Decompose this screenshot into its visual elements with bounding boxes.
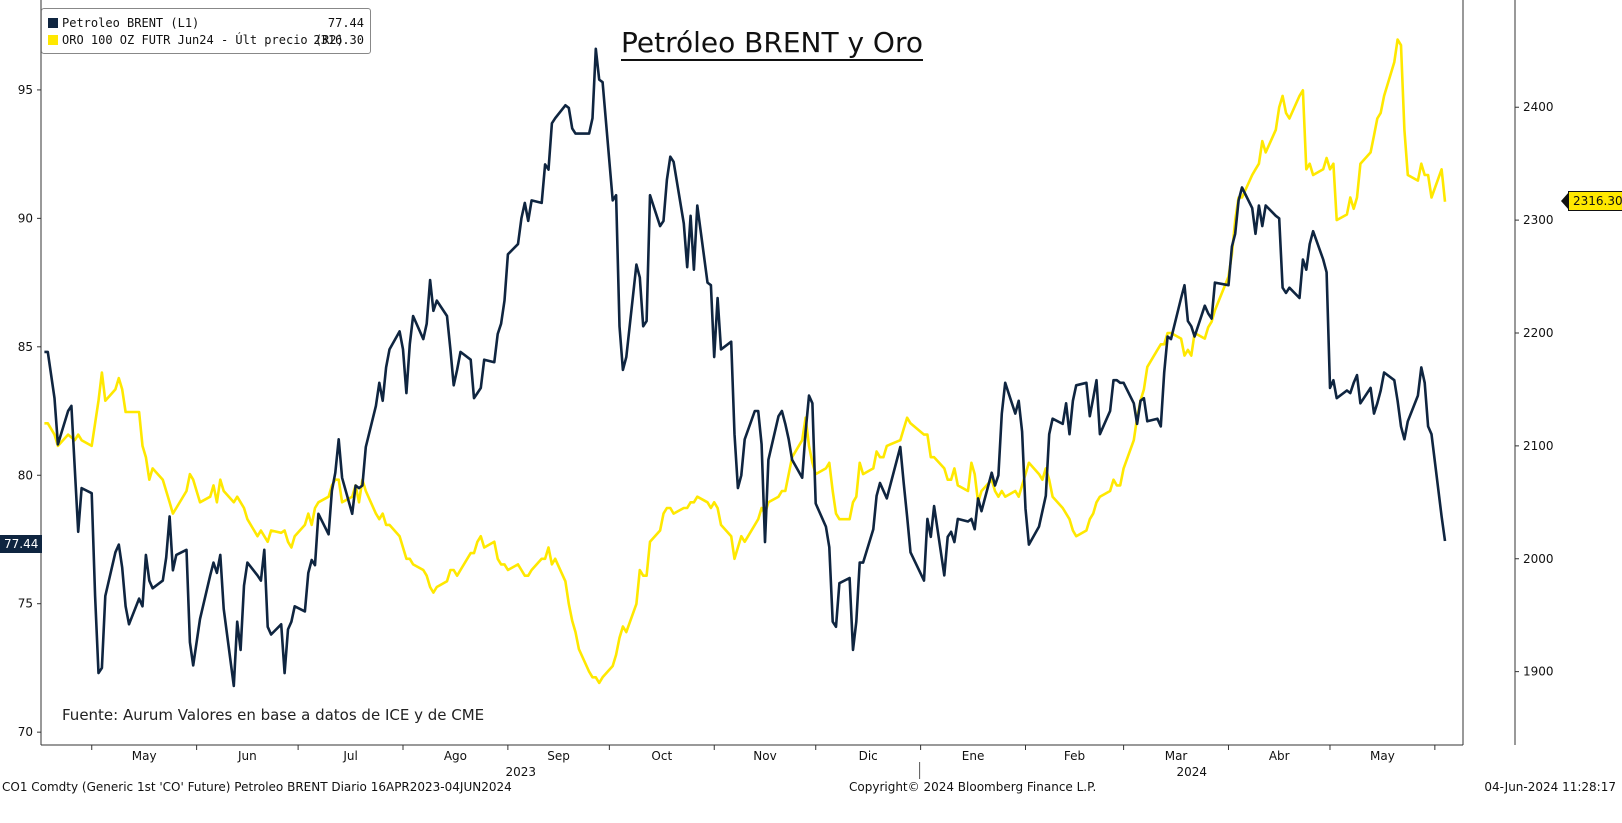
right-axis-tick-label: 1900 bbox=[1523, 665, 1554, 679]
legend-swatch-gold bbox=[48, 35, 58, 45]
source-note: Fuente: Aurum Valores en base a datos de… bbox=[62, 706, 485, 724]
last-value-badge-brent: 77.44 bbox=[0, 535, 43, 553]
left-axis-tick-label: 95 bbox=[18, 83, 33, 97]
month-label: Ene bbox=[962, 749, 985, 763]
footer-right: 04-Jun-2024 11:28:17 bbox=[1484, 780, 1616, 794]
series-line-gold bbox=[44, 38, 1447, 685]
month-label: May bbox=[132, 749, 157, 763]
left-axis-tick-label: 85 bbox=[18, 340, 33, 354]
month-label: Dic bbox=[859, 749, 878, 763]
left-axis-tick-label: 90 bbox=[18, 211, 33, 225]
right-axis-tick-label: 2000 bbox=[1523, 552, 1554, 566]
month-label: Mar bbox=[1165, 749, 1188, 763]
chart-title-text: Petróleo BRENT y Oro bbox=[621, 26, 923, 61]
left-axis-tick-label: 70 bbox=[18, 725, 33, 739]
month-label: Abr bbox=[1269, 749, 1290, 763]
right-axis-tick-label: 2300 bbox=[1523, 213, 1554, 227]
right-axis-tick-label: 2100 bbox=[1523, 439, 1554, 453]
legend-value-brent: 77.44 bbox=[327, 16, 364, 30]
legend-label-brent: Petroleo BRENT (L1) bbox=[62, 16, 200, 30]
left-axis-tick-label: 75 bbox=[18, 597, 33, 611]
month-label: Feb bbox=[1064, 749, 1085, 763]
month-label: Jun bbox=[237, 749, 257, 763]
right-axis-tick-label: 2400 bbox=[1523, 100, 1554, 114]
series-line-brent bbox=[44, 47, 1447, 688]
month-label: Jul bbox=[342, 749, 357, 763]
legend-item-brent: Petroleo BRENT (L1) 77.44 bbox=[48, 14, 364, 32]
month-label: Oct bbox=[651, 749, 672, 763]
left-axis-tick-label: 80 bbox=[18, 468, 33, 482]
legend-item-gold: ORO 100 OZ FUTR Jun24 - Últ precio (R2) … bbox=[48, 31, 364, 49]
legend-label-gold: ORO 100 OZ FUTR Jun24 - Últ precio (R2) bbox=[62, 33, 344, 47]
month-label: May bbox=[1370, 749, 1395, 763]
year-label-2024: 2024 bbox=[1177, 765, 1208, 779]
month-label: Sep bbox=[547, 749, 570, 763]
legend: Petroleo BRENT (L1) 77.44 ORO 100 OZ FUT… bbox=[41, 8, 371, 54]
year-label-2023: 2023 bbox=[506, 765, 537, 779]
month-label: Nov bbox=[753, 749, 776, 763]
footer-center: Copyright© 2024 Bloomberg Finance L.P. bbox=[849, 780, 1097, 794]
legend-swatch-brent bbox=[48, 18, 58, 28]
footer-left: CO1 Comdty (Generic 1st 'CO' Future) Pet… bbox=[2, 780, 512, 794]
chart-title: Petróleo BRENT y Oro bbox=[0, 26, 1544, 61]
legend-value-gold: 2316.30 bbox=[313, 33, 364, 47]
right-axis-tick-label: 2200 bbox=[1523, 326, 1554, 340]
month-label: Ago bbox=[444, 749, 467, 763]
last-value-badge-gold: 2316.30 bbox=[1561, 191, 1622, 211]
